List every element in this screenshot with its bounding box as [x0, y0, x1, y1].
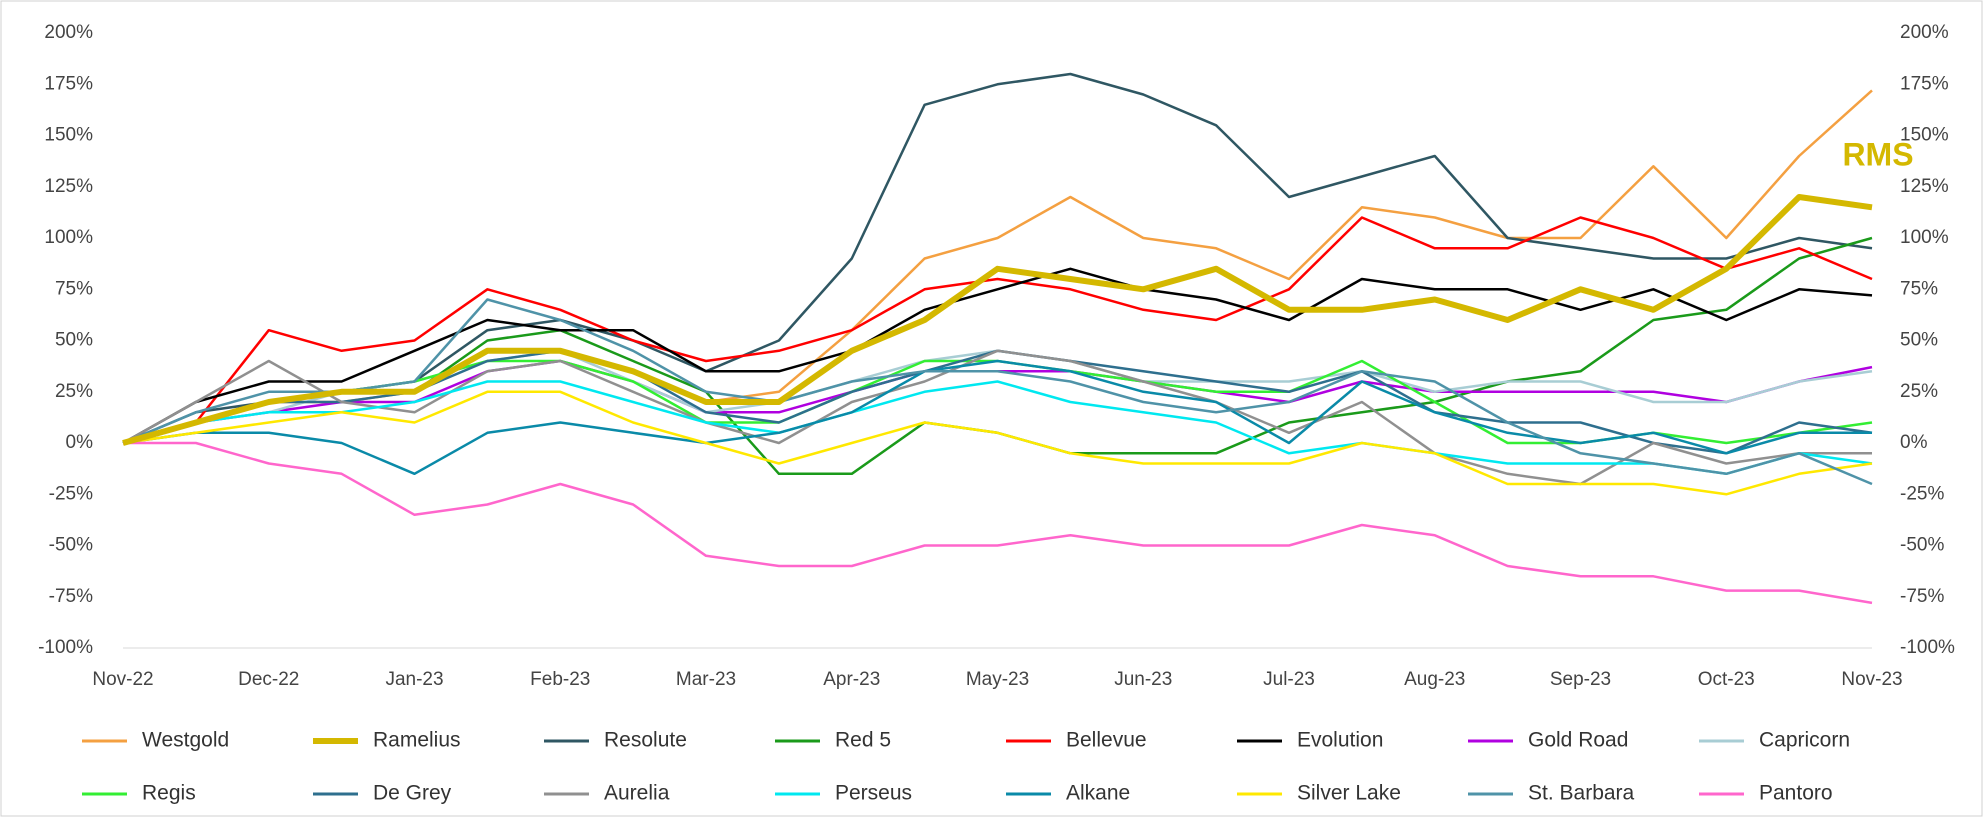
- y2-tick-label: -100%: [1900, 637, 1955, 658]
- x-tick-label: Sep-23: [1550, 669, 1611, 690]
- y-tick-label: 200%: [44, 22, 93, 43]
- x-tick-label: Mar-23: [676, 669, 736, 690]
- series-line: [122, 216, 1873, 445]
- legend-label: Gold Road: [1528, 729, 1628, 752]
- legend-label: Aurelia: [604, 782, 670, 805]
- series-line: [122, 380, 1873, 476]
- series-line: [122, 298, 1873, 486]
- series-line: [122, 194, 1873, 446]
- y2-tick-label: 25%: [1900, 381, 1938, 402]
- x-tick-label: Jan-23: [385, 669, 443, 690]
- annotation: RMS: [1842, 137, 1913, 173]
- legend-label: Red 5: [835, 729, 891, 752]
- series-line: [122, 359, 1872, 476]
- legend-label: De Grey: [373, 782, 452, 805]
- y-tick-label: 100%: [44, 227, 93, 248]
- y2-tick-label: 50%: [1900, 330, 1938, 351]
- x-tick-label: Jun-23: [1114, 669, 1172, 690]
- y-tick-label: 75%: [55, 278, 93, 299]
- series-line: [122, 390, 1873, 496]
- y-tick-label: 50%: [55, 330, 93, 351]
- legend-label: Resolute: [604, 729, 687, 752]
- legend-label: Perseus: [835, 782, 912, 805]
- x-tick-label: Dec-22: [238, 669, 299, 690]
- y2-tick-label: 150%: [1900, 125, 1949, 146]
- legend-label: Alkane: [1066, 782, 1130, 805]
- y-tick-label: -25%: [49, 483, 93, 504]
- legend-label: Bellevue: [1066, 729, 1147, 752]
- x-tick-label: Jul-23: [1263, 669, 1315, 690]
- series-line: [122, 267, 1873, 445]
- x-tick-label: May-23: [966, 669, 1029, 690]
- y2-tick-label: -25%: [1900, 483, 1944, 504]
- y2-tick-label: 175%: [1900, 73, 1949, 94]
- y2-tick-label: -50%: [1900, 535, 1944, 556]
- y-tick-label: -100%: [38, 637, 93, 658]
- x-tick-label: Feb-23: [530, 669, 590, 690]
- legend-label: Ramelius: [373, 729, 461, 752]
- y-tick-label: 125%: [44, 176, 93, 197]
- legend-label: Pantoro: [1759, 782, 1833, 805]
- y2-tick-label: 0%: [1900, 432, 1928, 453]
- legend-label: Capricorn: [1759, 729, 1850, 752]
- y2-tick-label: -75%: [1900, 586, 1944, 607]
- y-tick-label: 0%: [66, 432, 94, 453]
- y-tick-label: 175%: [44, 73, 93, 94]
- x-tick-label: Apr-23: [823, 669, 880, 690]
- legend-label: Westgold: [142, 729, 229, 752]
- legend-label: Silver Lake: [1297, 782, 1401, 805]
- y2-tick-label: 100%: [1900, 227, 1949, 248]
- x-tick-label: Nov-22: [92, 669, 153, 690]
- y2-tick-label: 200%: [1900, 22, 1949, 43]
- y-tick-label: 25%: [55, 381, 93, 402]
- legend-label: St. Barbara: [1528, 782, 1635, 805]
- legend-label: Evolution: [1297, 729, 1383, 752]
- x-tick-label: Aug-23: [1404, 669, 1465, 690]
- series-line: [123, 441, 1873, 605]
- y-tick-label: -50%: [49, 535, 93, 556]
- x-tick-label: Oct-23: [1698, 669, 1755, 690]
- y2-tick-label: 75%: [1900, 278, 1938, 299]
- y-tick-label: 150%: [44, 125, 93, 146]
- y2-tick-label: 125%: [1900, 176, 1949, 197]
- x-tick-label: Nov-23: [1841, 669, 1902, 690]
- y-tick-label: -75%: [49, 586, 93, 607]
- legend-label: Regis: [142, 782, 196, 805]
